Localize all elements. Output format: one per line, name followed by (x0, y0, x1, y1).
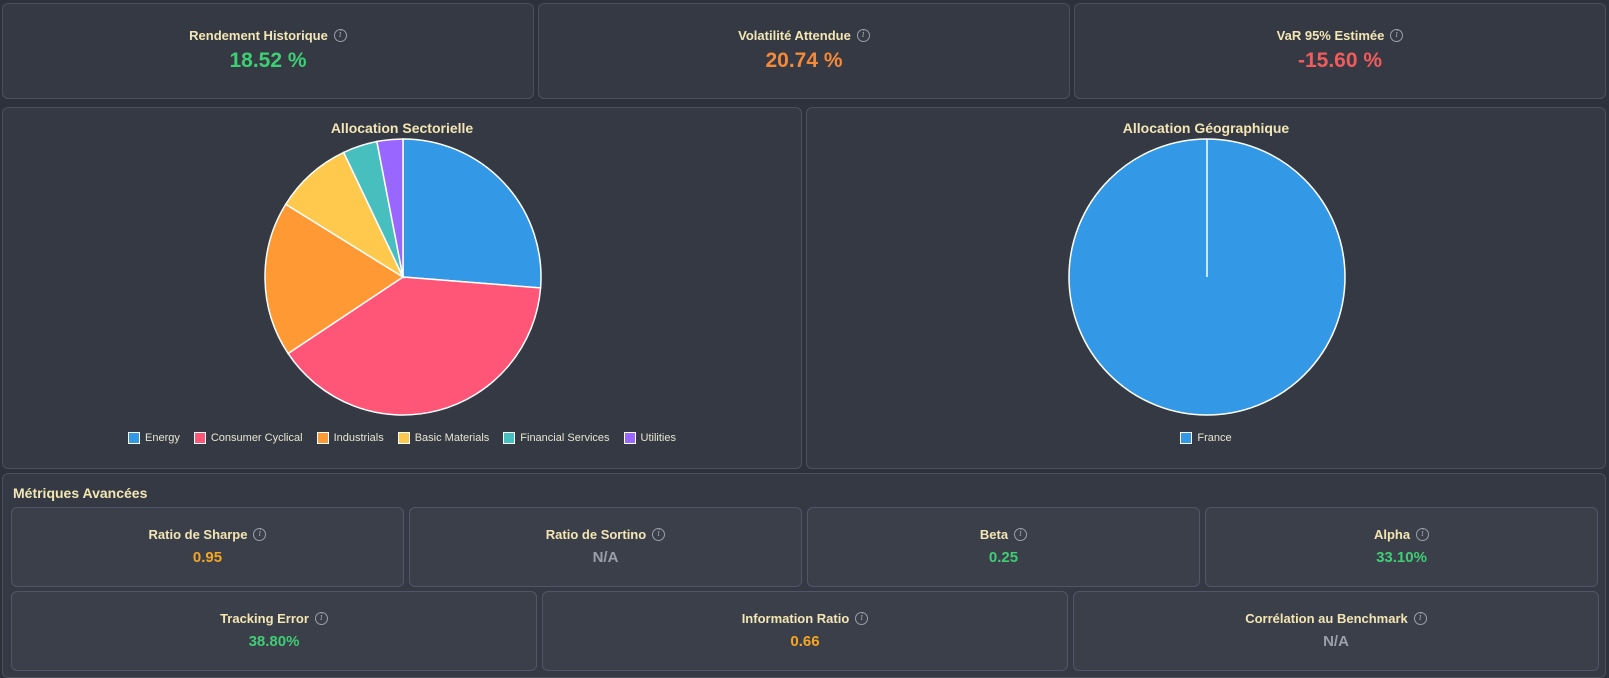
metric-card-benchmark-correlation: Corrélation au Benchmark i N/A (1073, 591, 1599, 671)
legend-label: Consumer Cyclical (210, 432, 303, 444)
section-title: Métriques Avancées (13, 485, 148, 501)
kpi-value: 20.74 % (765, 49, 843, 72)
legend-label: Financial Services (520, 432, 610, 444)
metric-value: 33.10% (1376, 549, 1427, 566)
metric-value: 0.95 (192, 549, 223, 566)
chart-title: Allocation Sectorielle (330, 120, 474, 136)
legend-item[interactable]: Financial Services (503, 432, 610, 444)
advanced-metrics-section: Métriques Avancées Ratio de Sharpe i 0.95… (2, 473, 1606, 678)
metric-label: Tracking Error (220, 611, 309, 626)
geo-legend: France (807, 432, 1605, 444)
kpi-card-var: VaR 95% Estimée i -15.60 % (1074, 3, 1606, 99)
kpi-value: 18.52 % (229, 49, 307, 72)
kpi-label: Rendement Historique (189, 28, 328, 43)
info-icon[interactable]: i (855, 612, 869, 625)
metric-label: Information Ratio (741, 611, 850, 626)
info-icon[interactable]: i (253, 528, 267, 541)
metric-card-sortino: Ratio de Sortino i N/A (409, 507, 802, 587)
metric-label: Beta (979, 527, 1009, 542)
info-icon[interactable]: i (1416, 528, 1430, 541)
kpi-card-volatility: Volatilité Attendue i 20.74 % (538, 3, 1070, 99)
pie-slice-basic-materials[interactable] (284, 151, 405, 279)
legend-item[interactable]: Consumer Cyclical (193, 432, 303, 444)
kpi-card-return: Rendement Historique i 18.52 % (2, 3, 534, 99)
legend-swatch (397, 432, 410, 444)
sector-allocation-card: Allocation Sectorielle Energy Consumer Cy… (2, 107, 802, 469)
info-icon[interactable]: i (1014, 528, 1028, 541)
metric-label: Corrélation au Benchmark (1245, 611, 1408, 626)
metric-card-information-ratio: Information Ratio i 0.66 (542, 591, 1068, 671)
legend-label: Basic Materials (414, 432, 490, 444)
metric-label: Alpha (1373, 527, 1411, 542)
sector-pie-chart (264, 138, 542, 416)
geo-pie-chart (1068, 138, 1346, 416)
legend-swatch (1180, 432, 1193, 444)
legend-item[interactable]: Basic Materials (397, 432, 490, 444)
metric-card-beta: Beta i 0.25 (807, 507, 1200, 587)
sector-legend: Energy Consumer Cyclical Industrials Basic … (3, 432, 801, 444)
legend-swatch (503, 432, 516, 444)
info-icon[interactable]: i (314, 612, 328, 625)
kpi-value: -15.60 % (1297, 49, 1383, 72)
chart-title: Allocation Géographique (1122, 120, 1290, 136)
pie-slice-utilities[interactable] (376, 138, 404, 278)
metric-card-alpha: Alpha i 33.10% (1205, 507, 1598, 587)
legend-swatch (128, 432, 140, 444)
legend-item[interactable]: Utilities (623, 432, 676, 444)
legend-swatch (623, 432, 636, 444)
metric-card-sharpe: Ratio de Sharpe i 0.95 (11, 507, 404, 587)
metric-value: N/A (1323, 633, 1349, 650)
metric-label: Ratio de Sharpe (148, 527, 248, 542)
legend-label: Industrials (333, 432, 384, 444)
legend-label: Utilities (640, 432, 676, 444)
metric-value: 0.25 (988, 549, 1019, 566)
geo-allocation-card: Allocation Géographique France (806, 107, 1606, 469)
pie-slice-energy[interactable] (402, 138, 542, 289)
info-icon[interactable]: i (1413, 612, 1427, 625)
legend-item[interactable]: Energy (128, 432, 180, 444)
metric-card-tracking-error: Tracking Error i 38.80% (11, 591, 537, 671)
metric-value: 0.66 (790, 633, 820, 650)
info-icon[interactable]: i (856, 29, 870, 42)
info-icon[interactable]: i (1390, 29, 1404, 42)
metric-value: N/A (592, 549, 619, 566)
info-icon[interactable]: i (333, 29, 347, 42)
legend-item[interactable]: Industrials (316, 432, 384, 444)
pie-slice-industrials[interactable] (264, 203, 405, 355)
info-icon[interactable]: i (652, 528, 666, 541)
legend-label: Energy (145, 432, 180, 444)
kpi-label: Volatilité Attendue (738, 28, 851, 43)
legend-label: France (1197, 432, 1232, 444)
metric-value: 38.80% (248, 633, 300, 650)
legend-swatch (316, 432, 329, 444)
legend-item[interactable]: France (1180, 432, 1232, 444)
legend-swatch (193, 432, 206, 444)
metric-label: Ratio de Sortino (545, 527, 647, 542)
kpi-label: VaR 95% Estimée (1276, 28, 1385, 43)
